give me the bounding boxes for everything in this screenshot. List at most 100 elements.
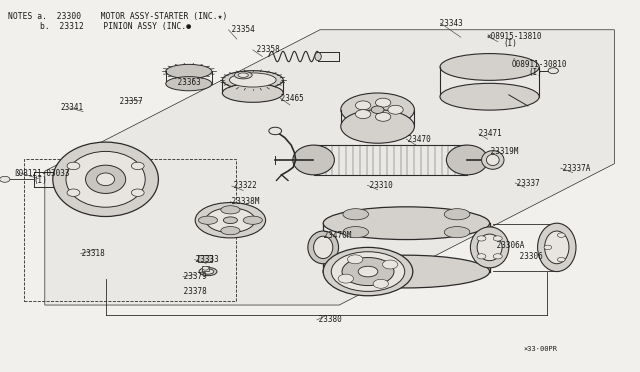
Text: NOTES a.  23300    MOTOR ASSY-STARTER (INC.★): NOTES a. 23300 MOTOR ASSY-STARTER (INC.★… <box>8 12 227 21</box>
Ellipse shape <box>97 173 115 186</box>
Bar <box>202 266 209 271</box>
Ellipse shape <box>238 73 248 77</box>
Text: 23357: 23357 <box>115 97 143 106</box>
Text: ×33·00PR: ×33·00PR <box>524 346 557 352</box>
Ellipse shape <box>343 227 369 238</box>
Text: (I): (I) <box>33 176 47 185</box>
Text: b.  23312    PINION ASSY (INC.●: b. 23312 PINION ASSY (INC.● <box>40 22 191 31</box>
Text: 23470M: 23470M <box>319 231 351 240</box>
Ellipse shape <box>198 216 218 224</box>
Ellipse shape <box>166 64 212 78</box>
Circle shape <box>493 236 502 241</box>
Circle shape <box>477 254 486 259</box>
Text: 23310: 23310 <box>365 181 392 190</box>
Ellipse shape <box>315 52 321 61</box>
Circle shape <box>269 127 282 135</box>
Ellipse shape <box>223 71 283 89</box>
Text: Ô08911-30810: Ô08911-30810 <box>512 60 568 69</box>
Ellipse shape <box>293 145 335 175</box>
Ellipse shape <box>195 202 266 238</box>
Ellipse shape <box>223 84 283 102</box>
Text: 23343: 23343 <box>435 19 463 28</box>
Text: 23337A: 23337A <box>558 164 591 173</box>
Circle shape <box>388 105 403 114</box>
Ellipse shape <box>440 54 540 80</box>
Text: 23337: 23337 <box>512 179 540 187</box>
Circle shape <box>477 236 486 241</box>
Circle shape <box>376 112 391 121</box>
Circle shape <box>131 189 144 196</box>
Circle shape <box>202 266 209 270</box>
Ellipse shape <box>166 77 212 91</box>
Ellipse shape <box>343 209 369 220</box>
Ellipse shape <box>477 234 502 261</box>
Polygon shape <box>45 30 614 305</box>
Text: 23306A: 23306A <box>492 241 524 250</box>
Circle shape <box>338 274 353 283</box>
Ellipse shape <box>340 110 415 143</box>
Ellipse shape <box>340 93 415 126</box>
Ellipse shape <box>221 206 240 214</box>
Ellipse shape <box>481 151 504 169</box>
Circle shape <box>548 68 559 74</box>
Circle shape <box>355 110 371 119</box>
Text: 23318: 23318 <box>77 249 104 258</box>
Text: 23471: 23471 <box>474 129 501 138</box>
Ellipse shape <box>447 145 488 175</box>
Ellipse shape <box>202 269 214 274</box>
Text: 23338M: 23338M <box>227 197 260 206</box>
Ellipse shape <box>221 227 240 235</box>
Circle shape <box>493 254 502 259</box>
Ellipse shape <box>206 208 255 232</box>
Ellipse shape <box>440 83 540 110</box>
Ellipse shape <box>308 231 339 264</box>
Ellipse shape <box>323 207 490 240</box>
Circle shape <box>557 257 565 262</box>
Text: 23306: 23306 <box>515 252 542 261</box>
Ellipse shape <box>234 71 252 79</box>
Ellipse shape <box>538 223 576 272</box>
Circle shape <box>0 176 10 182</box>
Ellipse shape <box>342 257 394 286</box>
Circle shape <box>67 162 80 170</box>
Ellipse shape <box>323 247 413 296</box>
Ellipse shape <box>53 142 159 217</box>
Text: 23470: 23470 <box>403 135 431 144</box>
Bar <box>24 159 236 301</box>
Text: 23465: 23465 <box>276 94 304 103</box>
Text: ß08121-03033: ß08121-03033 <box>14 169 70 178</box>
Text: (I): (I) <box>529 68 543 77</box>
Circle shape <box>348 255 363 264</box>
Text: 23363: 23363 <box>173 78 200 87</box>
Ellipse shape <box>66 151 145 207</box>
Ellipse shape <box>323 255 490 288</box>
Circle shape <box>544 245 552 250</box>
Text: 23341: 23341 <box>61 103 84 112</box>
Circle shape <box>557 233 565 237</box>
Ellipse shape <box>444 209 470 220</box>
Ellipse shape <box>243 216 262 224</box>
Text: 23354: 23354 <box>227 25 255 34</box>
Ellipse shape <box>199 267 217 276</box>
Ellipse shape <box>358 266 378 277</box>
Text: ×08915-13810: ×08915-13810 <box>486 32 542 41</box>
Text: 23379: 23379 <box>179 272 207 281</box>
Text: (I): (I) <box>503 39 517 48</box>
Ellipse shape <box>314 236 333 259</box>
Circle shape <box>373 279 388 288</box>
Ellipse shape <box>470 227 509 268</box>
Text: 23380: 23380 <box>314 315 341 324</box>
Ellipse shape <box>444 227 470 238</box>
Text: 23319M: 23319M <box>486 147 519 155</box>
Circle shape <box>355 101 371 110</box>
Ellipse shape <box>486 154 499 166</box>
Text: 23322: 23322 <box>229 182 257 190</box>
Circle shape <box>131 162 144 170</box>
Ellipse shape <box>86 165 125 193</box>
Ellipse shape <box>223 217 237 224</box>
Ellipse shape <box>230 73 276 87</box>
Text: 23358: 23358 <box>252 45 279 54</box>
Bar <box>198 255 212 262</box>
Circle shape <box>371 106 384 113</box>
Text: 23378: 23378 <box>179 287 207 296</box>
